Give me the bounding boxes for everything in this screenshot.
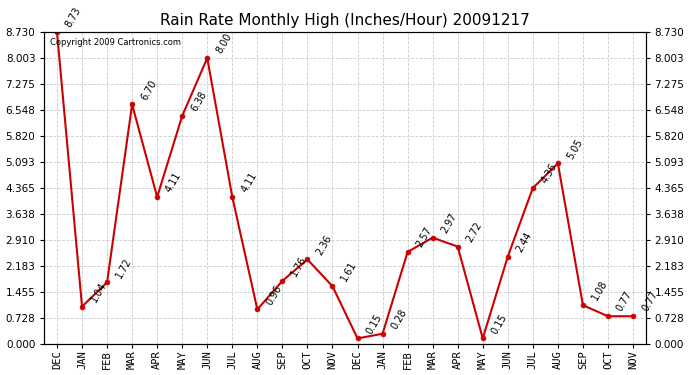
Text: 0.77: 0.77 — [640, 290, 660, 314]
Text: 0.77: 0.77 — [615, 290, 634, 314]
Text: 4.11: 4.11 — [164, 171, 184, 194]
Text: 6.70: 6.70 — [139, 78, 159, 102]
Text: 6.38: 6.38 — [189, 90, 208, 113]
Text: 8.00: 8.00 — [214, 32, 233, 55]
Text: 5.05: 5.05 — [565, 137, 584, 160]
Text: 2.97: 2.97 — [440, 211, 459, 235]
Text: 0.28: 0.28 — [390, 308, 409, 331]
Text: 2.36: 2.36 — [315, 233, 334, 256]
Text: 1.04: 1.04 — [89, 280, 108, 304]
Text: 0.15: 0.15 — [490, 312, 509, 336]
Text: 2.72: 2.72 — [464, 220, 484, 244]
Text: Copyright 2009 Cartronics.com: Copyright 2009 Cartronics.com — [50, 38, 181, 47]
Text: 2.57: 2.57 — [415, 225, 434, 249]
Text: 1.08: 1.08 — [590, 279, 609, 302]
Text: 1.76: 1.76 — [289, 255, 308, 278]
Text: 0.15: 0.15 — [364, 312, 384, 336]
Text: 8.73: 8.73 — [64, 6, 83, 29]
Text: 1.72: 1.72 — [114, 256, 133, 279]
Title: Rain Rate Monthly High (Inches/Hour) 20091217: Rain Rate Monthly High (Inches/Hour) 200… — [160, 13, 530, 28]
Text: 0.96: 0.96 — [264, 283, 284, 307]
Text: 4.36: 4.36 — [540, 162, 559, 185]
Text: 2.44: 2.44 — [515, 230, 534, 254]
Text: 1.61: 1.61 — [339, 260, 359, 284]
Text: 4.11: 4.11 — [239, 171, 259, 194]
